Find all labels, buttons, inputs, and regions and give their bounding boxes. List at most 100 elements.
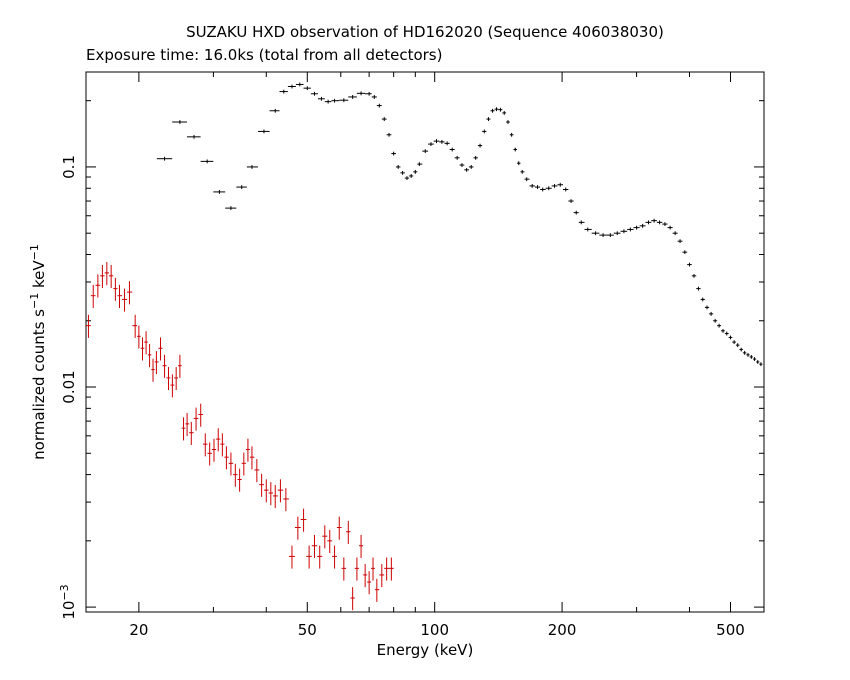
data-point <box>279 89 288 94</box>
data-point <box>236 185 247 190</box>
data-point <box>104 262 109 286</box>
data-point <box>294 516 301 540</box>
data-point <box>288 545 295 569</box>
y-axis-ticks <box>86 100 764 608</box>
data-point <box>473 155 478 160</box>
data-point <box>735 343 740 348</box>
data-point <box>513 147 517 152</box>
data-point <box>639 223 646 228</box>
data-point <box>225 206 237 211</box>
data-point <box>606 233 614 238</box>
data-point <box>241 452 246 476</box>
data-point <box>277 479 284 503</box>
data-point <box>207 442 212 466</box>
data-point <box>181 417 186 441</box>
data-point <box>540 187 546 192</box>
data-point <box>379 564 385 588</box>
data-point <box>545 186 552 191</box>
x-axis-tick-labels: 20 50 100 200 500 <box>129 621 744 639</box>
data-point <box>717 323 722 328</box>
data-point <box>113 277 118 301</box>
data-point <box>200 159 214 164</box>
data-point <box>562 187 569 192</box>
data-point <box>147 344 152 368</box>
data-point <box>376 103 382 108</box>
data-point <box>439 139 445 144</box>
data-point <box>237 468 242 492</box>
data-point <box>395 165 401 169</box>
data-point <box>656 220 663 225</box>
data-point <box>677 239 683 244</box>
data-point <box>371 95 377 99</box>
data-point <box>524 177 530 182</box>
y-axis-label: normalized counts s−1 keV−1 <box>28 244 48 460</box>
data-point <box>756 360 760 364</box>
data-point <box>311 534 318 558</box>
data-point <box>158 337 163 361</box>
data-point <box>620 229 628 234</box>
data-point <box>348 95 357 99</box>
data-point <box>682 250 688 255</box>
data-point <box>356 91 366 96</box>
data-point <box>391 151 396 156</box>
chart-title: SUZAKU HXD observation of HD162020 (Sequ… <box>186 23 664 41</box>
series-1 <box>156 82 763 367</box>
data-point <box>645 220 652 225</box>
data-point <box>506 120 510 124</box>
data-point <box>233 463 238 487</box>
data-point <box>350 587 355 611</box>
data-point <box>486 117 491 122</box>
data-point <box>336 516 342 540</box>
data-point <box>156 156 173 161</box>
data-point <box>374 578 380 602</box>
data-point <box>358 534 364 558</box>
data-point <box>509 132 514 137</box>
x-axis-label: Energy (keV) <box>377 641 474 659</box>
data-point <box>189 421 194 445</box>
data-point <box>494 107 499 112</box>
data-point <box>502 111 507 115</box>
data-point <box>534 185 541 190</box>
data-point <box>599 233 607 238</box>
data-point <box>341 557 347 581</box>
data-point <box>132 314 138 338</box>
data-point <box>578 220 585 225</box>
data-point <box>700 297 705 302</box>
data-point <box>172 120 187 124</box>
data-point <box>174 367 179 391</box>
data-point <box>170 374 175 398</box>
data-point <box>386 132 392 137</box>
data-point <box>551 184 558 188</box>
data-point <box>691 273 697 278</box>
data-point <box>216 428 221 452</box>
data-point <box>140 337 145 361</box>
data-point <box>651 218 657 223</box>
data-point <box>100 265 105 289</box>
data-point <box>324 99 332 104</box>
data-point <box>283 488 289 512</box>
data-point <box>696 286 701 291</box>
data-point <box>339 98 349 103</box>
data-point <box>490 108 495 113</box>
data-point <box>667 225 673 230</box>
data-point <box>428 142 434 147</box>
data-point <box>122 288 127 312</box>
data-point <box>246 165 258 169</box>
data-point <box>449 147 455 152</box>
data-point <box>662 222 668 227</box>
data-point <box>228 452 234 476</box>
data-point <box>529 184 535 188</box>
data-point <box>454 155 460 160</box>
data-point <box>202 433 208 457</box>
data-point <box>732 340 736 345</box>
data-point <box>273 485 278 509</box>
data-point <box>166 367 171 391</box>
data-point <box>185 413 190 437</box>
data-point <box>317 96 325 101</box>
data-point <box>310 91 318 96</box>
y-axis-tick-labels: 0.1 0.01 <box>60 155 78 404</box>
data-point <box>363 564 368 588</box>
data-point <box>154 351 159 375</box>
x-tick-label-500: 500 <box>716 621 745 639</box>
